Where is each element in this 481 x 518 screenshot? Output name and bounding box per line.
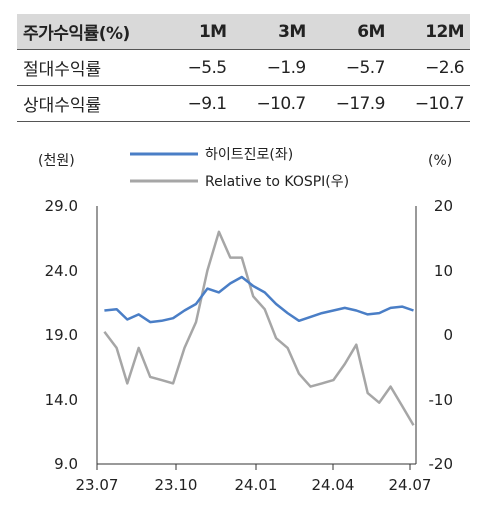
- returns-header-row: 주가수익률(%) 1M 3M 6M 12M: [17, 14, 470, 50]
- legend-label-relative: Relative to KOSPI(우): [205, 174, 349, 190]
- price-chart: (천원) (%) 하이트진로(좌) Relative to KOSPI(우) 2…: [38, 147, 453, 494]
- table-row: 절대수익률 −5.5 −1.9 −5.7 −2.6: [17, 50, 470, 86]
- y-right-tick-label: 0: [443, 326, 453, 344]
- x-tick-label: 23.10: [155, 476, 198, 494]
- plot-area: 29.0 24.0 19.0 14.0 9.0 20 10 0 -10 -20 …: [45, 197, 453, 494]
- relative-return-label: 상대수익률: [23, 96, 102, 116]
- absolute-return-3m: −1.9: [266, 57, 306, 78]
- left-unit-label: (천원): [38, 153, 75, 169]
- y-right-tick-label: 10: [434, 262, 453, 280]
- x-tick-label: 24.04: [312, 476, 355, 494]
- relative-return-3m: −10.7: [256, 93, 307, 114]
- right-unit-label: (%): [428, 153, 452, 169]
- returns-header-label: 주가수익률(%): [17, 14, 168, 50]
- relative-return-12m: −10.7: [414, 93, 465, 114]
- absolute-return-6m: −5.7: [345, 57, 385, 78]
- y-left-tick-label: 29.0: [45, 197, 78, 215]
- y-left-tick-label: 9.0: [54, 455, 78, 473]
- x-tick-label: 24.01: [235, 476, 278, 494]
- relative-return-6m: −17.9: [335, 93, 386, 114]
- returns-header-12m: 12M: [390, 14, 470, 50]
- y-left-tick-label: 24.0: [45, 262, 78, 280]
- returns-table: 주가수익률(%) 1M 3M 6M 12M 절대수익률 −5.5 −1.9 −5…: [17, 14, 470, 122]
- returns-header-1m: 1M: [168, 14, 233, 50]
- y-right-tick-label: 20: [434, 197, 453, 215]
- series-line-stock-price: [104, 275, 414, 324]
- relative-return-1m: −9.1: [187, 93, 227, 114]
- x-tick-label: 23.07: [76, 476, 119, 494]
- y-right-tick-label: -20: [429, 455, 454, 473]
- y-left-tick-label: 19.0: [45, 326, 78, 344]
- y-left-tick-label: 14.0: [45, 391, 78, 409]
- y-right-tick-label: -10: [429, 391, 454, 409]
- returns-header-6m: 6M: [311, 14, 391, 50]
- absolute-return-label: 절대수익률: [23, 60, 102, 80]
- legend-label-stock: 하이트진로(좌): [205, 147, 293, 163]
- series-line-relative-kospi: [103, 230, 415, 426]
- returns-header-3m: 3M: [232, 14, 312, 50]
- x-tick-label: 24.07: [389, 476, 432, 494]
- table-row: 상대수익률 −9.1 −10.7 −17.9 −10.7: [17, 86, 470, 122]
- absolute-return-1m: −5.5: [187, 57, 227, 78]
- absolute-return-12m: −2.6: [425, 57, 464, 78]
